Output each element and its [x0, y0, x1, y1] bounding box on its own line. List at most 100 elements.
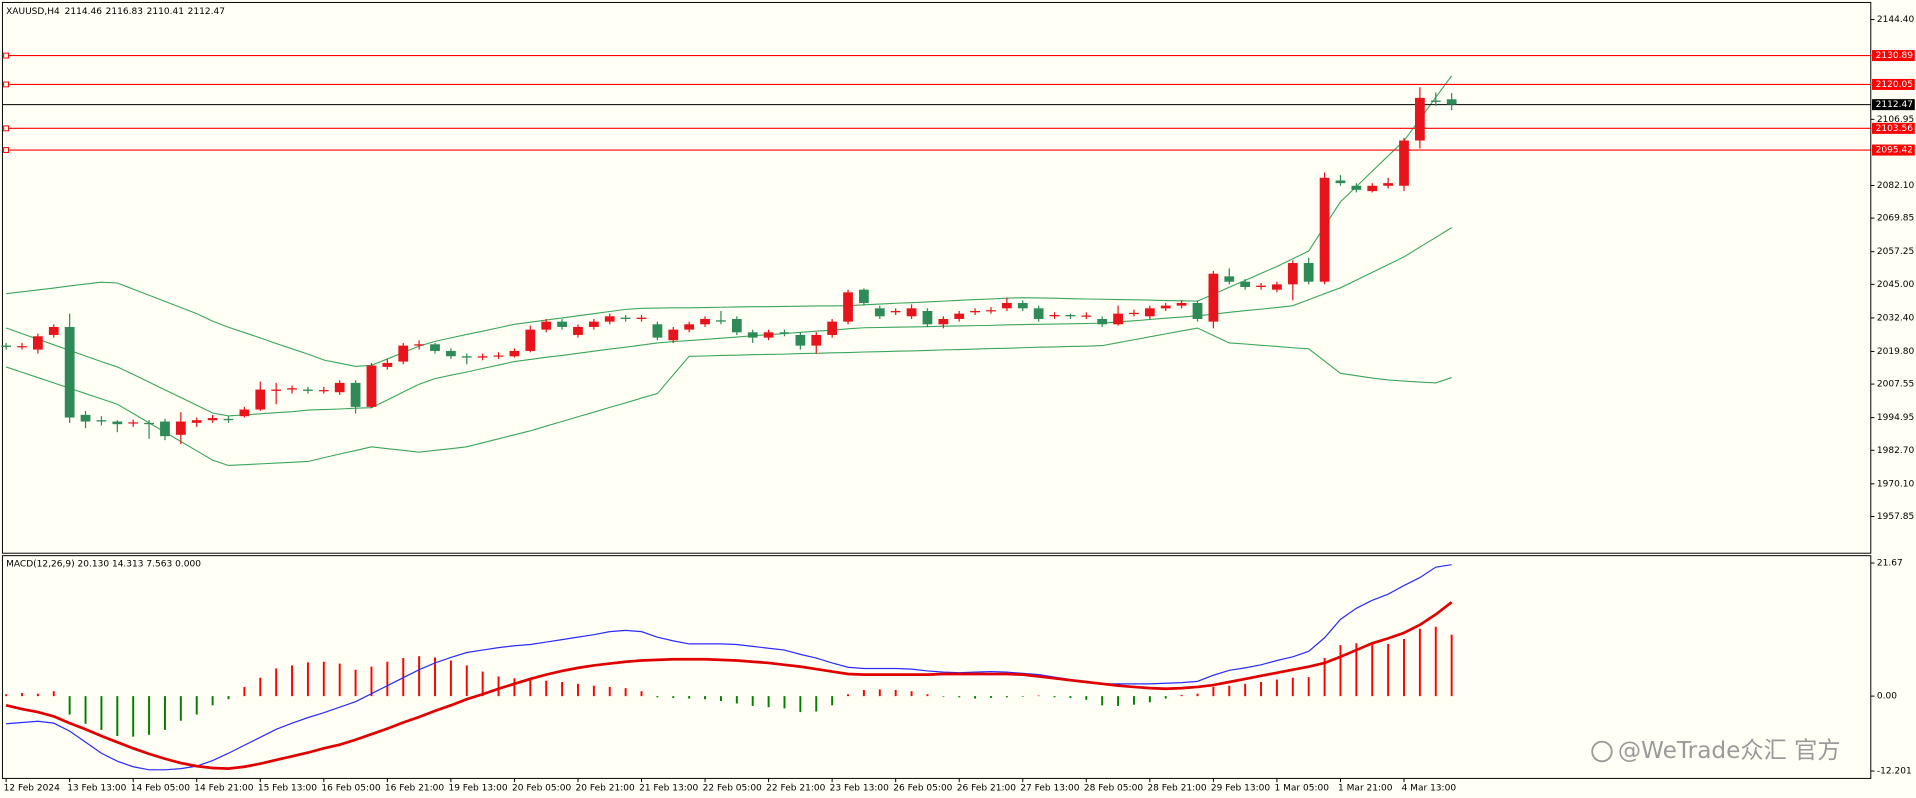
- x-tick-label: 20 Feb 05:00: [512, 784, 571, 794]
- x-tick-label: 27 Feb 13:00: [1020, 784, 1079, 794]
- level-handle: [3, 147, 10, 153]
- candle-body: [668, 329, 679, 341]
- candle-body: [1256, 285, 1266, 288]
- candle-body: [827, 321, 838, 335]
- ohlc-low: 2110.41: [147, 7, 184, 17]
- y-tick-label: 1970.10: [1877, 479, 1915, 489]
- candle-body: [48, 326, 59, 335]
- candle-body: [557, 321, 567, 327]
- candle-body: [1224, 276, 1235, 282]
- candle-body: [446, 350, 456, 357]
- candle-body: [318, 390, 329, 392]
- x-tick-label: 20 Feb 21:00: [576, 784, 635, 794]
- x-tick-label: 1 Mar 05:00: [1274, 784, 1329, 794]
- x-tick-label: 28 Feb 21:00: [1147, 784, 1206, 794]
- candle-body: [731, 318, 742, 333]
- candle-body: [859, 289, 869, 303]
- x-tick-label: 15 Feb 13:00: [258, 784, 317, 794]
- y-tick-label: 1994.95: [1877, 413, 1914, 423]
- candle-body: [970, 310, 980, 313]
- candle-body: [1113, 313, 1123, 325]
- macd-header: MACD(12,26,9) 20.130 14.313 7.563 0.000: [6, 560, 201, 570]
- ohlc-close: 2112.47: [188, 7, 225, 17]
- watermark-text: @WeTrade众汇 官方: [1618, 737, 1841, 764]
- y-tick-label: 2007.55: [1877, 380, 1914, 390]
- candle-body: [112, 421, 123, 425]
- macd-panel: [1, 555, 1872, 779]
- candle-body: [716, 320, 726, 322]
- x-tick-label: 26 Feb 05:00: [893, 784, 952, 794]
- x-tick-label: 26 Feb 21:00: [957, 784, 1016, 794]
- candle-body: [874, 308, 885, 317]
- watermark-logo: [1591, 740, 1613, 763]
- x-tick-label: 22 Feb 05:00: [703, 784, 762, 794]
- candle-body: [1176, 302, 1187, 306]
- candle-body: [1017, 302, 1028, 309]
- candle-body: [1160, 305, 1171, 309]
- x-tick-label: 28 Feb 05:00: [1084, 784, 1143, 794]
- level-handle: [3, 125, 10, 132]
- candle-body: [461, 356, 472, 358]
- y-tick-label: 2144.40: [1877, 15, 1915, 25]
- y-tick-label: 1982.70: [1877, 446, 1915, 456]
- candle-body: [588, 321, 599, 327]
- candle-body: [96, 420, 107, 422]
- price-header: XAUUSD,H4 2114.46 2116.83 2110.41 2112.47: [6, 7, 225, 17]
- candle-body: [239, 409, 250, 417]
- price-label: 2103.56: [1876, 124, 1914, 134]
- price-label-box: [1872, 122, 1915, 134]
- price-label: 2120.05: [1876, 80, 1913, 90]
- candle-body: [922, 310, 933, 325]
- macd-line: [6, 564, 1452, 771]
- candle-body: [843, 292, 853, 322]
- candle-body: [1192, 302, 1203, 319]
- candle-body: [684, 324, 695, 330]
- candle-body: [652, 324, 663, 338]
- x-tick-label: 14 Feb 21:00: [194, 784, 253, 794]
- candle-body: [17, 346, 27, 348]
- price-panel: [1, 1, 1872, 554]
- candle-body: [430, 344, 440, 351]
- price-label: 2095.42: [1876, 146, 1913, 156]
- candle-body: [303, 389, 313, 391]
- candle-body: [287, 388, 297, 390]
- y-tick-label: 0.00: [1877, 692, 1897, 702]
- candle-body: [1287, 263, 1298, 285]
- x-tick-label: 4 Mar 13:00: [1402, 784, 1457, 794]
- candle-body: [906, 308, 917, 317]
- x-tick-label: 19 Feb 13:00: [448, 784, 507, 794]
- ohlc-high: 2116.83: [106, 7, 144, 17]
- candle-body: [1415, 97, 1425, 141]
- candle-body: [128, 422, 139, 424]
- candle-body: [541, 321, 552, 330]
- candle-body: [382, 362, 393, 367]
- x-tick-label: 21 Feb 13:00: [639, 784, 698, 794]
- price-label: 2130.89: [1876, 51, 1914, 61]
- candle-body: [191, 420, 202, 423]
- candle-body: [763, 332, 774, 338]
- price-label: 2112.47: [1876, 100, 1913, 110]
- candle-body: [1065, 314, 1076, 317]
- x-tick-label: 12 Feb 2024: [4, 784, 60, 794]
- level-handle: [3, 81, 10, 88]
- candle-body: [795, 334, 806, 346]
- candle-body: [223, 418, 234, 421]
- candle-body: [477, 356, 488, 358]
- candle-body: [779, 332, 790, 334]
- candle-body: [160, 421, 170, 437]
- candle-body: [1240, 281, 1251, 288]
- candle-body: [636, 317, 647, 319]
- candle-body: [80, 414, 91, 422]
- candle-body: [493, 355, 504, 357]
- candle-body: [1367, 185, 1378, 192]
- candle-body: [1001, 302, 1012, 309]
- candle-body: [1129, 312, 1139, 315]
- price-label-box: [1872, 144, 1915, 156]
- candle-body: [207, 418, 218, 421]
- candle-body: [954, 313, 965, 319]
- candle-body: [747, 332, 758, 338]
- candle-body: [271, 389, 282, 391]
- band-line: [5, 327, 1452, 467]
